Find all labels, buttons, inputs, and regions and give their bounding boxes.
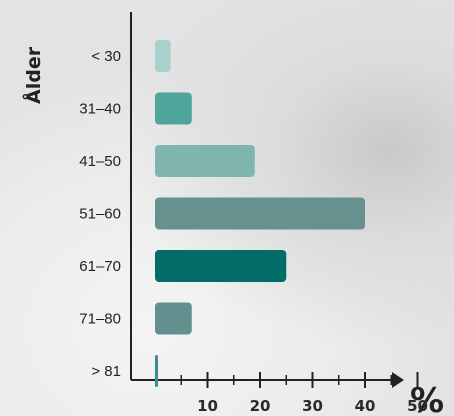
category-label-7: > 81 — [91, 363, 121, 380]
category-label-4: 51–60 — [79, 206, 121, 223]
bar-2 — [155, 92, 192, 125]
bar-7 — [155, 355, 158, 387]
x-ticks: 10 20 30 40 50 — [180, 372, 428, 415]
category-label-5: 61–70 — [79, 258, 121, 275]
x-tick-label-1: 10 — [197, 397, 218, 415]
category-label-1: < 30 — [91, 48, 121, 65]
category-label-3: 41–50 — [79, 153, 121, 170]
bar-5 — [155, 250, 287, 282]
x-tick-label-2: 20 — [250, 397, 271, 415]
bars-group — [155, 40, 365, 387]
x-axis-unit-label: % — [410, 381, 444, 416]
category-label-6: 71–80 — [79, 311, 121, 328]
category-label-2: 31–40 — [79, 101, 121, 118]
bar-3 — [155, 145, 255, 177]
category-labels: < 30 31–40 41–50 51–60 61–70 71–80 > 81 — [79, 48, 121, 380]
x-axis-arrow — [392, 372, 404, 388]
x-tick-label-4: 40 — [355, 397, 376, 415]
y-axis-label: Ålder — [21, 46, 45, 104]
x-tick-label-3: 30 — [302, 397, 323, 415]
bar-4 — [155, 197, 365, 230]
bar-1 — [155, 40, 171, 72]
x-tick-label-5: 50 — [407, 397, 428, 415]
bar-6 — [155, 302, 192, 335]
